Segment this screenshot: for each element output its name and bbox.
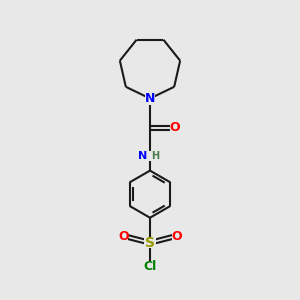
Bar xyxy=(169,123,180,133)
Text: O: O xyxy=(118,230,128,243)
Bar xyxy=(144,237,156,248)
Text: H: H xyxy=(151,151,159,161)
Text: N: N xyxy=(145,92,155,105)
Bar xyxy=(145,93,155,103)
Text: O: O xyxy=(172,230,182,243)
Bar xyxy=(118,232,128,242)
Bar xyxy=(172,232,182,242)
Bar xyxy=(142,261,158,272)
Text: N: N xyxy=(138,151,147,161)
Text: O: O xyxy=(169,122,180,134)
Text: Cl: Cl xyxy=(143,260,157,273)
Bar xyxy=(137,151,154,161)
Text: S: S xyxy=(145,236,155,250)
